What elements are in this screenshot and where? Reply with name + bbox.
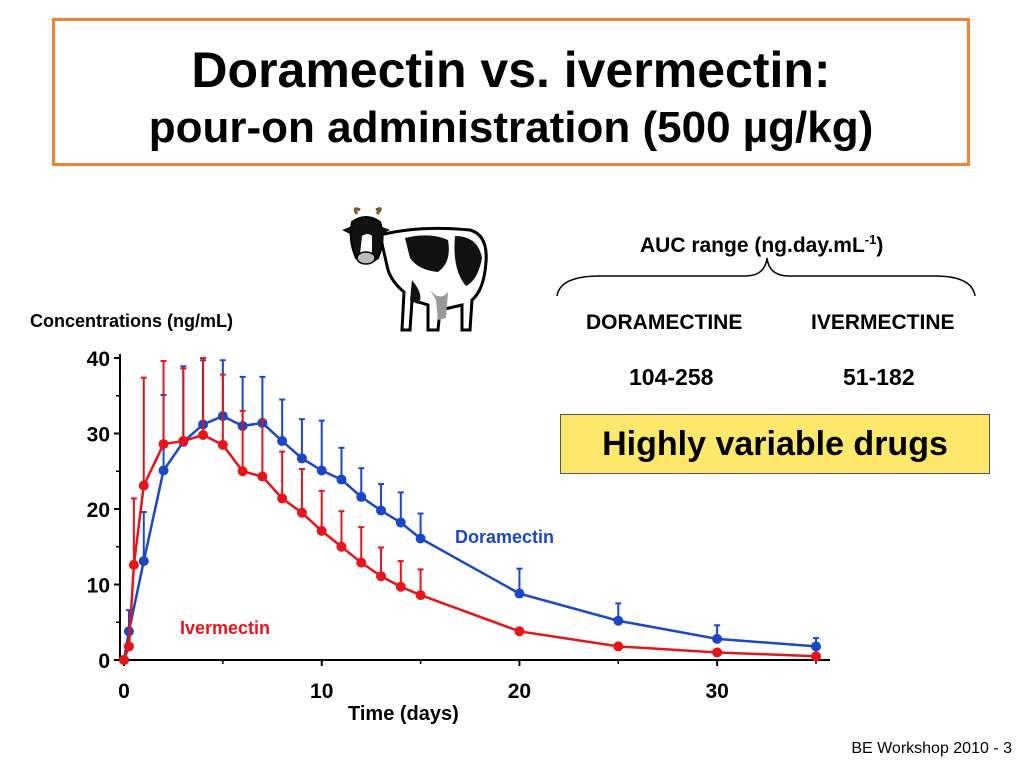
data-point [415, 533, 426, 544]
data-point [257, 471, 268, 482]
series-line [122, 433, 817, 661]
data-point [316, 525, 327, 536]
data-point [138, 556, 149, 567]
y-tick-label: 20 [87, 499, 110, 522]
series-label-ivermectin: Ivermectin [180, 618, 270, 638]
data-point [277, 436, 288, 447]
title-box: Doramectin vs. ivermectin: pour-on admin… [52, 18, 970, 166]
y-tick-label: 10 [87, 575, 110, 598]
data-point [514, 588, 525, 599]
data-point [356, 557, 367, 568]
data-point [613, 615, 624, 626]
footer-text: BE Workshop 2010 - 3 [851, 740, 1012, 757]
y-tick-label: 40 [87, 348, 110, 371]
data-point [237, 466, 248, 477]
x-tick-label: 20 [508, 680, 531, 703]
data-point [356, 491, 367, 502]
data-point [514, 626, 525, 637]
data-point [395, 517, 406, 528]
x-tick-label: 10 [310, 680, 333, 703]
chart-series [119, 357, 821, 665]
x-tick-label: 30 [705, 680, 728, 703]
data-point [376, 571, 387, 582]
slide-title: Doramectin vs. ivermectin: [191, 42, 831, 98]
y-tick-label: 30 [87, 424, 110, 447]
data-point [316, 465, 327, 476]
x-tick-label: 0 [118, 680, 130, 703]
data-point [217, 439, 228, 450]
data-point [277, 493, 288, 504]
data-point [415, 590, 426, 601]
highlight-box: Highly variable drugs [560, 414, 990, 474]
data-point [296, 453, 307, 464]
data-point [613, 641, 624, 652]
drug-name-doramectine: DORAMECTINE [586, 311, 743, 334]
data-point [336, 541, 347, 552]
auc-range-label: AUC range (ng.day.mL-1) [640, 232, 884, 257]
data-point [336, 474, 347, 485]
chart-axes: 0 10 20 30 40 0 10 20 30 [87, 348, 830, 703]
auc-range-doramectine: 104-258 [629, 364, 714, 390]
data-point [395, 581, 406, 592]
data-point [296, 507, 307, 518]
data-point [138, 480, 149, 491]
data-point [198, 430, 209, 441]
highlight-text: Highly variable drugs [602, 425, 948, 463]
y-axis-label: Concentrations (ng/mL) [30, 311, 233, 331]
data-point [123, 641, 134, 652]
auc-range-ivermectine: 51-182 [843, 364, 915, 390]
data-point [178, 436, 189, 447]
drug-name-ivermectine: IVERMECTINE [811, 311, 955, 334]
data-point [119, 655, 129, 665]
data-point [712, 647, 723, 658]
slide-subtitle: pour-on administration (500 µg/kg) [148, 103, 874, 152]
series-ivermectin [119, 357, 821, 665]
data-point [158, 439, 169, 450]
data-point [811, 651, 821, 662]
data-point [376, 505, 387, 516]
data-point [712, 633, 723, 644]
data-point [128, 559, 139, 570]
y-tick-label: 0 [98, 650, 110, 673]
series-label-doramectin: Doramectin [455, 527, 554, 547]
data-point [811, 641, 821, 652]
data-point [158, 465, 169, 476]
x-axis-label: Time (days) [348, 703, 459, 725]
